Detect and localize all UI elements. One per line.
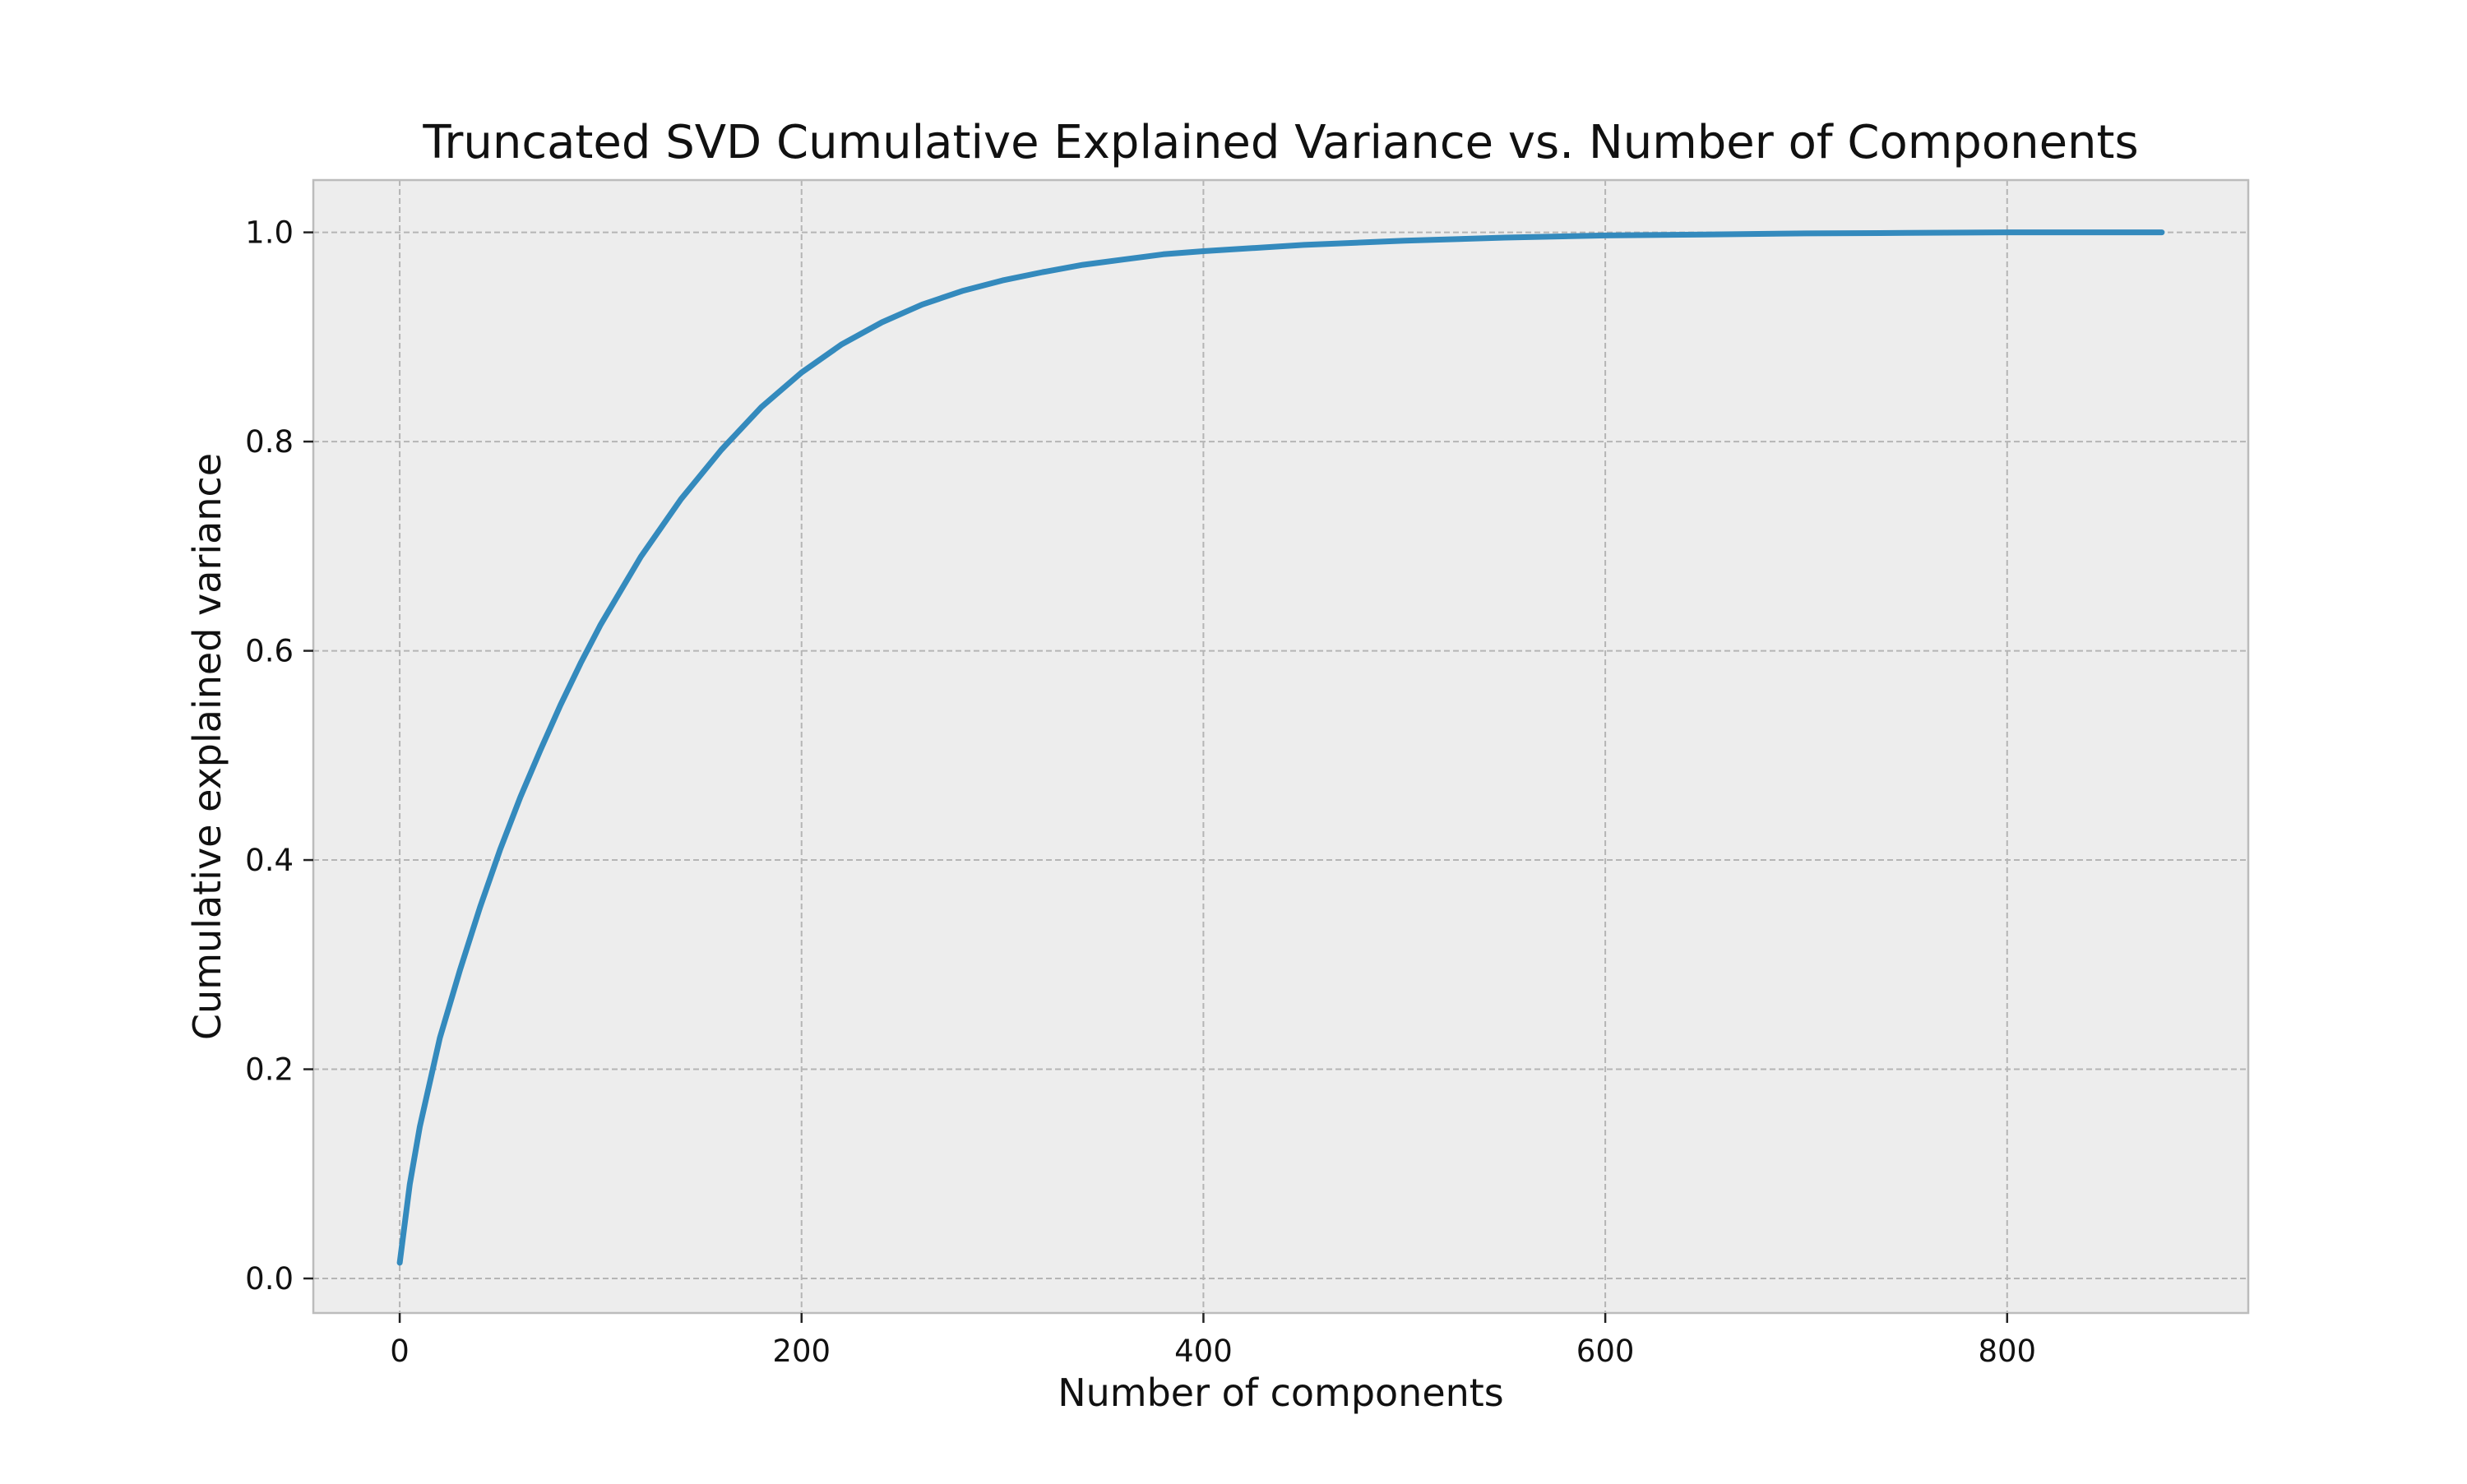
plot-frame (312, 178, 2250, 1315)
x-tick-label-4: 800 (1978, 1334, 2036, 1369)
tick-layer: 0 200 400 600 800 0.0 0.2 0.4 0.6 0.8 1.0 (245, 215, 2036, 1369)
x-tick-label-0: 0 (390, 1334, 410, 1369)
series-layer (396, 229, 2165, 1266)
x-tick-label-1: 200 (772, 1334, 831, 1369)
plot-background (313, 180, 2248, 1313)
x-tick-label-2: 400 (1174, 1334, 1233, 1369)
y-tick-label-3: 0.6 (245, 634, 294, 669)
y-tick-label-2: 0.4 (245, 843, 294, 878)
series-line-0 (396, 229, 2165, 1266)
y-tick-label-1: 0.2 (245, 1052, 294, 1088)
y-axis-label: Cumulative explained variance (185, 453, 229, 1040)
y-tick-label-5: 1.0 (245, 215, 294, 251)
chart-title: Truncated SVD Cumulative Explained Varia… (422, 116, 2138, 169)
x-tick-label-3: 600 (1576, 1334, 1635, 1369)
x-axis-label: Number of components (1058, 1371, 1504, 1415)
y-tick-label-0: 0.0 (245, 1261, 294, 1297)
y-tick-label-4: 0.8 (245, 424, 294, 460)
